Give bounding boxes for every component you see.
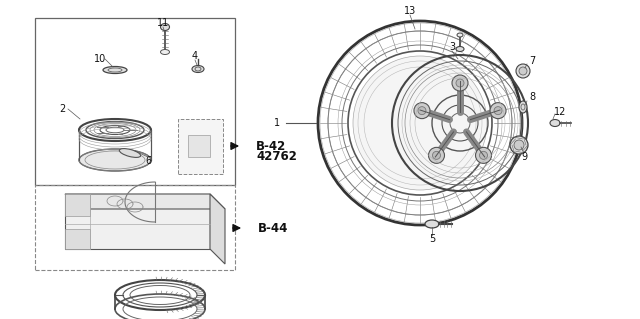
Ellipse shape xyxy=(550,120,560,127)
Circle shape xyxy=(429,147,445,163)
Circle shape xyxy=(479,151,488,160)
Polygon shape xyxy=(65,194,210,249)
Text: 8: 8 xyxy=(529,92,535,102)
Circle shape xyxy=(510,136,528,154)
Text: 42762: 42762 xyxy=(256,150,297,162)
Text: 13: 13 xyxy=(404,6,416,16)
Text: 11: 11 xyxy=(157,18,169,28)
Ellipse shape xyxy=(103,66,127,73)
Circle shape xyxy=(514,140,524,150)
Circle shape xyxy=(490,103,506,119)
Polygon shape xyxy=(65,194,225,209)
Ellipse shape xyxy=(79,149,151,171)
Text: 1: 1 xyxy=(274,118,280,128)
Text: 6: 6 xyxy=(145,156,151,166)
Text: 4: 4 xyxy=(192,51,198,61)
Text: 9: 9 xyxy=(521,152,527,162)
Ellipse shape xyxy=(457,33,463,37)
Ellipse shape xyxy=(161,24,170,31)
Bar xyxy=(65,229,90,249)
Ellipse shape xyxy=(425,220,439,228)
Ellipse shape xyxy=(456,47,464,51)
Text: 5: 5 xyxy=(429,234,435,244)
Text: B-44: B-44 xyxy=(258,221,289,234)
Text: 12: 12 xyxy=(554,107,566,117)
Bar xyxy=(188,135,210,157)
Text: 10: 10 xyxy=(94,54,106,64)
Polygon shape xyxy=(210,194,225,264)
Circle shape xyxy=(494,107,502,115)
Ellipse shape xyxy=(192,65,204,72)
Bar xyxy=(35,185,235,270)
Text: 7: 7 xyxy=(529,56,535,66)
Ellipse shape xyxy=(161,49,170,55)
Ellipse shape xyxy=(519,101,527,113)
Bar xyxy=(178,119,223,174)
Circle shape xyxy=(452,75,468,91)
Circle shape xyxy=(456,79,464,87)
Text: 3: 3 xyxy=(449,42,455,52)
Text: 2: 2 xyxy=(59,104,65,114)
Circle shape xyxy=(519,67,527,75)
Circle shape xyxy=(516,64,530,78)
Bar xyxy=(65,194,90,216)
Bar xyxy=(35,18,235,185)
Ellipse shape xyxy=(119,149,141,157)
Circle shape xyxy=(414,103,430,119)
Circle shape xyxy=(418,107,426,115)
Circle shape xyxy=(353,56,487,190)
Text: B-42: B-42 xyxy=(256,139,286,152)
Circle shape xyxy=(433,151,440,160)
Circle shape xyxy=(476,147,492,163)
